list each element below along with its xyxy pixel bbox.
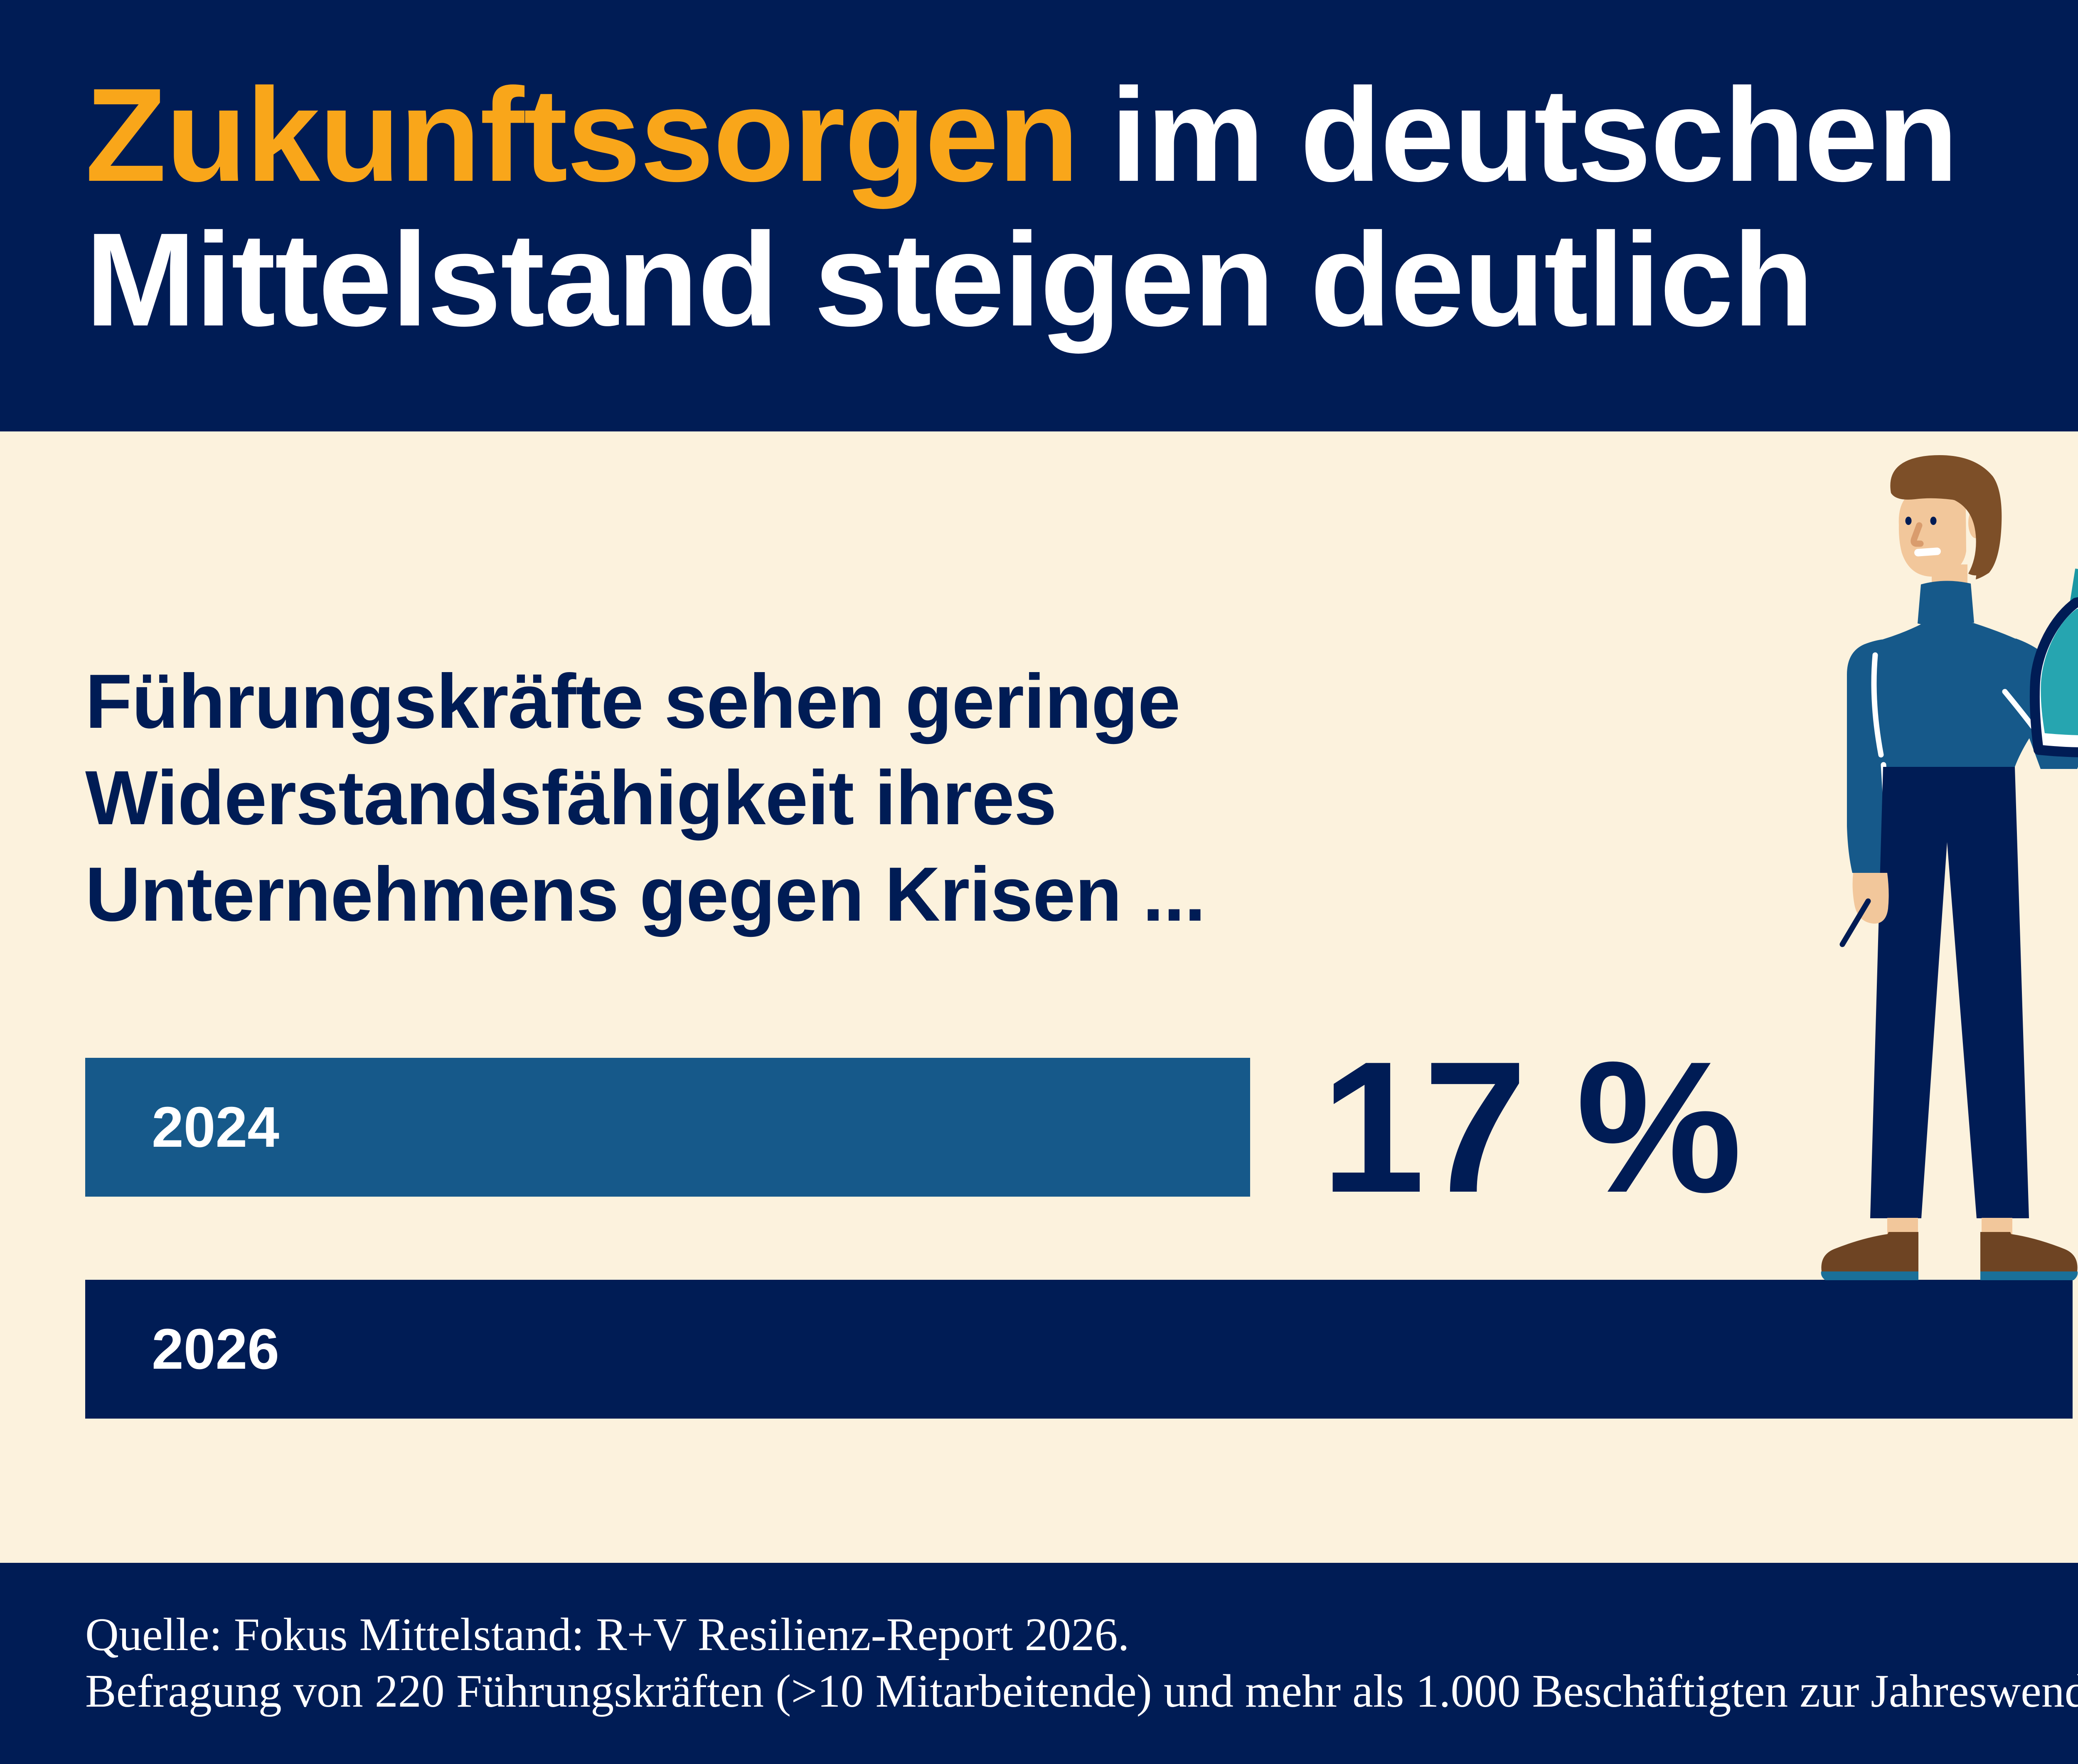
subtitle-line-2: Widerstandsfähigkeit ihres: [85, 755, 1057, 841]
subtitle-line-1: Führungskräfte sehen geringe: [85, 659, 1180, 744]
header: Zukunftssorgen im deutschen Mittelstand s…: [0, 0, 2078, 431]
person-shoe-left: [1821, 1232, 1918, 1271]
person-left-arm: [1847, 639, 1884, 873]
title-highlight: Zukunftssorgen: [85, 60, 1079, 209]
person-nose: [1911, 522, 1924, 547]
footer: Quelle: Fokus Mittelstand: R+V Resilienz…: [0, 1563, 2078, 1764]
person-eye-right: [1930, 517, 1937, 525]
person-shoe-right: [1980, 1232, 2078, 1271]
person-mouth: [1914, 547, 1941, 557]
bar-label-2024: 2024: [152, 1095, 279, 1159]
person-collar: [1918, 581, 1974, 627]
person-eye-left: [1905, 517, 1912, 525]
pen: [1839, 898, 1871, 947]
person-hair-swoosh: [1949, 480, 1999, 576]
person-sole-right: [1980, 1271, 2078, 1280]
person-illustration: [1821, 455, 2078, 1280]
person-sole-left: [1821, 1271, 1918, 1280]
bar-label-2026: 2026: [152, 1317, 279, 1381]
source-line-2: Befragung von 220 Führungskräften (>10 M…: [85, 1665, 2078, 1717]
bar-2024: 2024: [85, 1058, 1251, 1197]
report-front-sheet-face: [2041, 609, 2078, 735]
title-line-2: Mittelstand steigen deutlich: [85, 205, 1814, 354]
title-line-1: Zukunftssorgen im deutschen: [85, 60, 1959, 209]
bar-2026: 2026: [85, 1280, 2073, 1419]
page-title: Zukunftssorgen im deutschen Mittelstand s…: [85, 60, 1959, 354]
source-line-1: Quelle: Fokus Mittelstand: R+V Resilienz…: [85, 1609, 1130, 1661]
bar-row-2024: 2024 17 %: [85, 1023, 1742, 1232]
sweater-seam-left-upper: [1871, 652, 1884, 758]
subtitle: Führungskräfte sehen geringe Widerstands…: [85, 653, 1206, 943]
value-label-2024: 17 %: [1321, 1023, 1742, 1232]
title-rest: im deutschen: [1110, 60, 1959, 209]
subtitle-line-3: Unternehmens gegen Krisen ...: [85, 852, 1206, 937]
sweater-seam-right: [2002, 689, 2036, 729]
bar-row-2026: 2026 29 %: [85, 1280, 2078, 1419]
person-torso: [1883, 623, 2046, 767]
person-trousers: [1870, 767, 2029, 1218]
